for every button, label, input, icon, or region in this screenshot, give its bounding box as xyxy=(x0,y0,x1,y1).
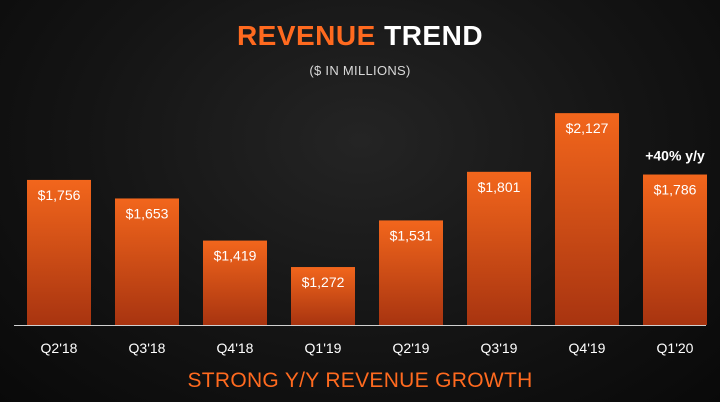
bar-value-label: $1,531 xyxy=(390,227,433,243)
bar-value-label: $1,419 xyxy=(214,248,257,264)
bar-value-label: $1,756 xyxy=(38,187,81,203)
bar-2 xyxy=(115,198,179,325)
x-tick-label: Q1'20 xyxy=(657,340,694,356)
x-tick-label: Q2'19 xyxy=(393,340,430,356)
x-tick-label: Q3'19 xyxy=(481,340,518,356)
bar-value-label: $2,127 xyxy=(566,120,609,136)
x-tick-label: Q1'19 xyxy=(305,340,342,356)
chart-title: REVENUE TREND xyxy=(0,22,720,50)
x-tick-label: Q2'18 xyxy=(41,340,78,356)
bar-5 xyxy=(379,220,443,325)
bar-value-label: $1,272 xyxy=(302,274,345,290)
bar-7 xyxy=(555,113,619,325)
x-tick-label: Q4'18 xyxy=(217,340,254,356)
bar-value-label: $1,801 xyxy=(478,179,521,195)
x-tick-label: Q3'18 xyxy=(129,340,166,356)
bar-group: $1,756 $1,653 $1,419 $1,272 $1,531 $1,801 $2,1… xyxy=(27,113,707,325)
chart-subtitle: ($ IN MILLIONS) xyxy=(309,63,411,78)
footer-tagline: STRONG Y/Y REVENUE GROWTH xyxy=(187,369,533,392)
bar-value-label: $1,653 xyxy=(126,205,169,221)
title-plain-word: TREND xyxy=(384,20,484,51)
bar-6 xyxy=(467,171,531,325)
bar-8 xyxy=(643,174,707,325)
x-tick-label: Q4'19 xyxy=(569,340,606,356)
bar-1 xyxy=(27,179,91,325)
growth-annotation: +40% y/y xyxy=(645,148,705,164)
bar-4 xyxy=(291,267,355,325)
bar-value-label: $1,786 xyxy=(654,182,697,198)
x-axis-tick-labels: Q2'18 Q3'18 Q4'18 Q1'19 Q2'19 Q3'19 Q4'19 Q1'20 xyxy=(41,340,694,356)
bar-3 xyxy=(203,240,267,325)
title-accent-word: REVENUE xyxy=(236,20,376,51)
